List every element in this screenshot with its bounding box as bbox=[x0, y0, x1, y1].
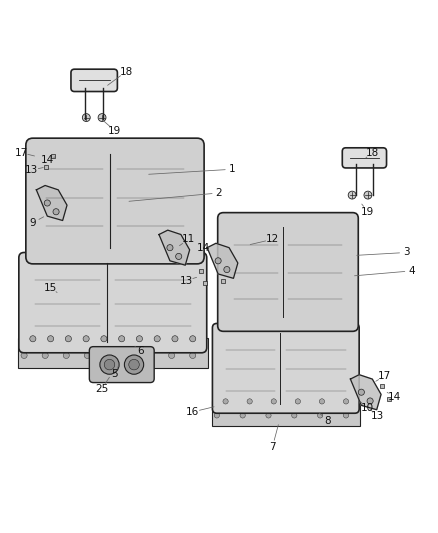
Circle shape bbox=[119, 336, 125, 342]
Text: 1: 1 bbox=[229, 164, 236, 174]
FancyBboxPatch shape bbox=[218, 213, 358, 332]
Circle shape bbox=[271, 399, 276, 404]
Circle shape bbox=[100, 355, 119, 374]
Circle shape bbox=[98, 114, 106, 122]
Circle shape bbox=[82, 114, 90, 122]
Polygon shape bbox=[159, 230, 190, 265]
Circle shape bbox=[292, 413, 297, 418]
Circle shape bbox=[124, 355, 144, 374]
Circle shape bbox=[129, 359, 139, 370]
Circle shape bbox=[44, 200, 50, 206]
Circle shape bbox=[136, 336, 142, 342]
Circle shape bbox=[167, 245, 173, 251]
Text: 13: 13 bbox=[371, 411, 384, 421]
Circle shape bbox=[240, 413, 245, 418]
Polygon shape bbox=[36, 185, 67, 221]
Circle shape bbox=[21, 352, 27, 359]
Circle shape bbox=[53, 209, 59, 215]
Circle shape bbox=[63, 352, 69, 359]
Circle shape bbox=[154, 336, 160, 342]
Circle shape bbox=[364, 191, 372, 199]
Text: 8: 8 bbox=[324, 416, 331, 426]
FancyBboxPatch shape bbox=[212, 324, 359, 413]
Circle shape bbox=[214, 413, 219, 418]
Circle shape bbox=[367, 398, 373, 404]
FancyBboxPatch shape bbox=[89, 346, 154, 383]
FancyBboxPatch shape bbox=[71, 69, 117, 92]
Circle shape bbox=[84, 352, 90, 359]
Circle shape bbox=[247, 399, 252, 404]
Text: 16: 16 bbox=[186, 407, 199, 417]
Circle shape bbox=[223, 399, 228, 404]
Text: 2: 2 bbox=[215, 188, 223, 198]
Text: 13: 13 bbox=[180, 276, 193, 286]
Text: 7: 7 bbox=[269, 442, 276, 452]
Circle shape bbox=[101, 336, 107, 342]
Circle shape bbox=[224, 266, 230, 273]
FancyBboxPatch shape bbox=[26, 138, 204, 264]
Circle shape bbox=[104, 359, 115, 370]
Text: 17: 17 bbox=[378, 371, 391, 381]
Text: 14: 14 bbox=[388, 392, 401, 402]
FancyBboxPatch shape bbox=[342, 148, 386, 168]
Text: 13: 13 bbox=[25, 165, 38, 175]
Text: 25: 25 bbox=[95, 384, 108, 394]
Circle shape bbox=[358, 389, 364, 395]
Circle shape bbox=[295, 399, 300, 404]
Circle shape bbox=[148, 352, 154, 359]
Circle shape bbox=[343, 413, 349, 418]
FancyBboxPatch shape bbox=[19, 253, 207, 353]
Circle shape bbox=[127, 352, 133, 359]
Circle shape bbox=[172, 336, 178, 342]
Circle shape bbox=[30, 336, 36, 342]
Circle shape bbox=[169, 352, 175, 359]
Circle shape bbox=[176, 253, 182, 260]
Text: 6: 6 bbox=[138, 345, 145, 356]
Text: 9: 9 bbox=[29, 217, 36, 228]
Text: 19: 19 bbox=[361, 207, 374, 217]
FancyBboxPatch shape bbox=[212, 400, 360, 426]
Circle shape bbox=[190, 336, 196, 342]
Circle shape bbox=[266, 413, 271, 418]
Circle shape bbox=[105, 352, 111, 359]
Circle shape bbox=[48, 336, 54, 342]
Text: 12: 12 bbox=[266, 235, 279, 244]
Polygon shape bbox=[207, 243, 238, 278]
Circle shape bbox=[65, 336, 71, 342]
FancyBboxPatch shape bbox=[18, 338, 208, 368]
Text: 14: 14 bbox=[41, 155, 54, 165]
Circle shape bbox=[348, 191, 356, 199]
Text: 18: 18 bbox=[120, 67, 133, 77]
Text: 19: 19 bbox=[108, 126, 121, 136]
Circle shape bbox=[319, 399, 325, 404]
Text: 17: 17 bbox=[14, 148, 28, 158]
Text: 18: 18 bbox=[366, 148, 379, 158]
Text: 3: 3 bbox=[403, 247, 410, 257]
Circle shape bbox=[190, 352, 196, 359]
Circle shape bbox=[318, 413, 323, 418]
Text: 10: 10 bbox=[360, 402, 374, 413]
Circle shape bbox=[343, 399, 349, 404]
Circle shape bbox=[83, 336, 89, 342]
Circle shape bbox=[42, 352, 48, 359]
Text: 15: 15 bbox=[44, 282, 57, 293]
Text: 5: 5 bbox=[111, 369, 118, 379]
Text: 14: 14 bbox=[197, 243, 210, 253]
Circle shape bbox=[215, 258, 221, 264]
Polygon shape bbox=[350, 375, 381, 410]
Text: 11: 11 bbox=[182, 235, 195, 244]
Text: 4: 4 bbox=[408, 266, 415, 276]
